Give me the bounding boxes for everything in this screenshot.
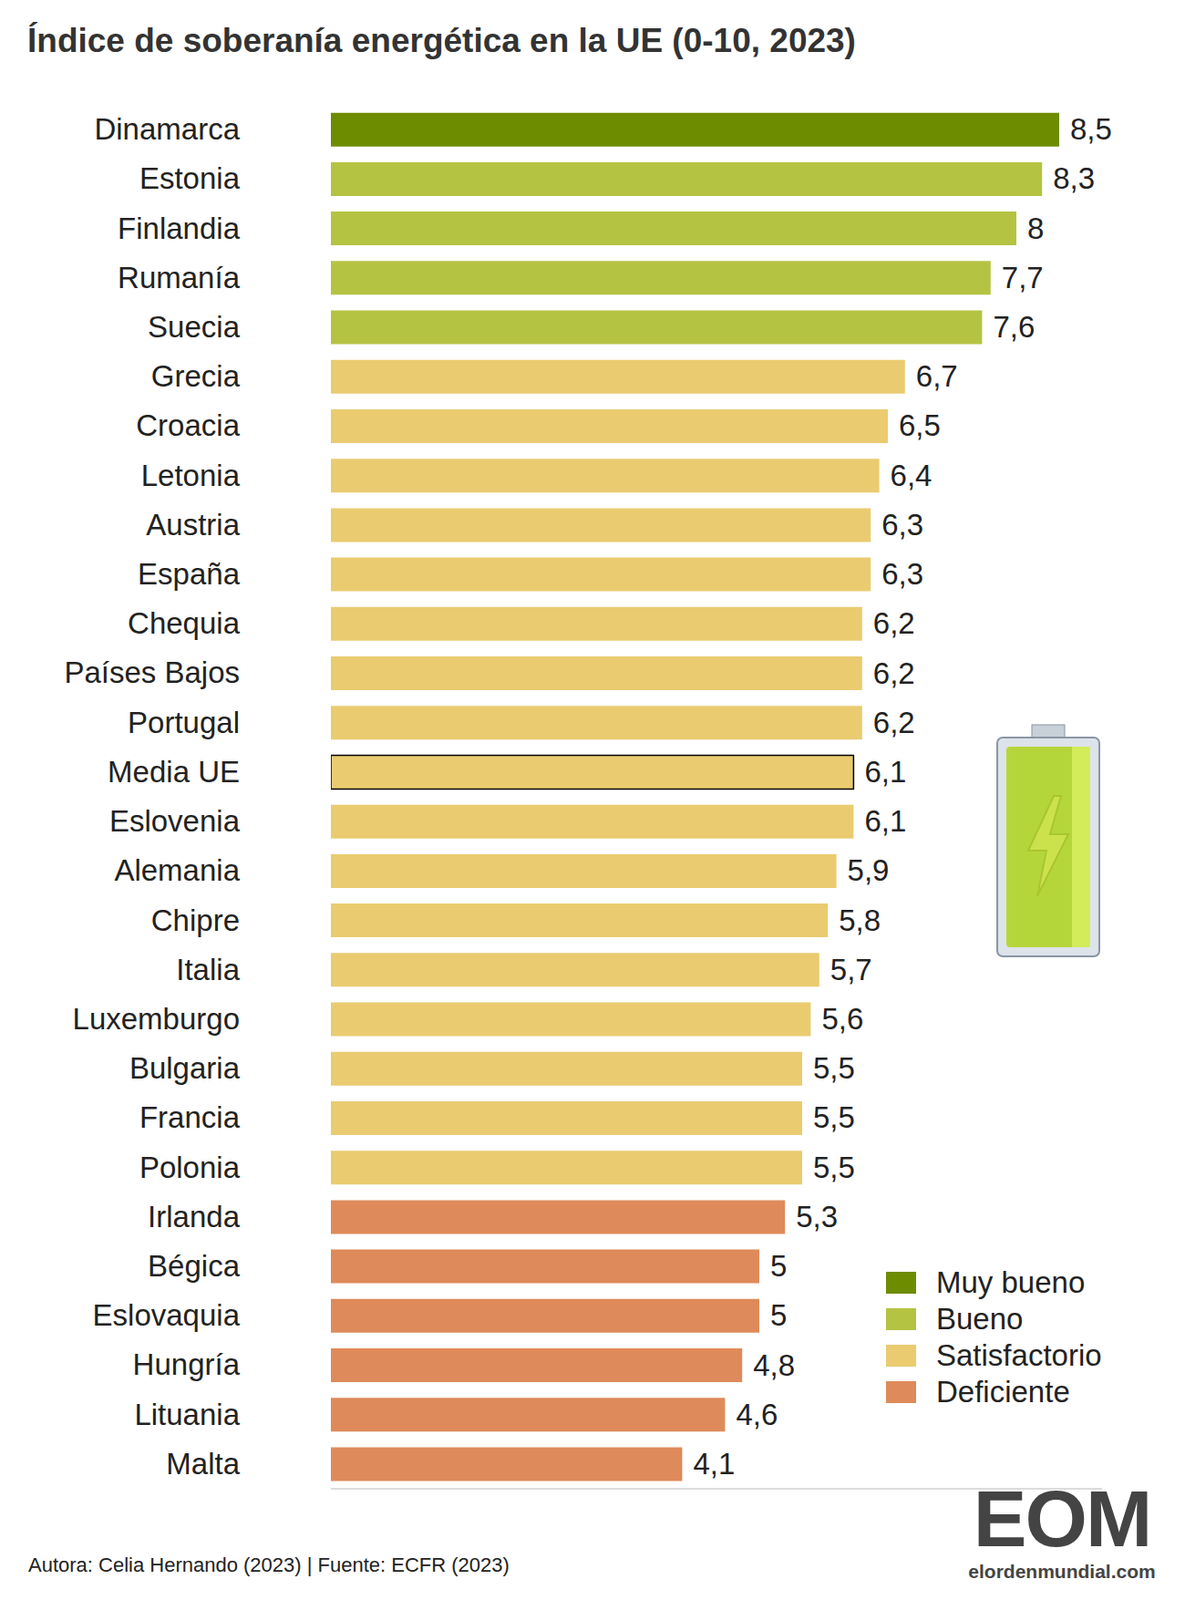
svg-text:5,5: 5,5 xyxy=(813,1100,856,1134)
svg-text:6,7: 6,7 xyxy=(916,359,959,393)
svg-text:5,9: 5,9 xyxy=(847,853,890,887)
svg-text:Irlanda: Irlanda xyxy=(147,1199,241,1234)
svg-text:Media UE: Media UE xyxy=(107,754,240,789)
html-text:Muy bueno: Muy bueno xyxy=(936,1265,1086,1299)
html-text:elordenmundial.com: elordenmundial.com xyxy=(968,1560,1156,1582)
svg-text:5,6: 5,6 xyxy=(821,1001,864,1036)
svg-text:6,1: 6,1 xyxy=(864,803,907,838)
svg-text:Chipre: Chipre xyxy=(151,903,240,938)
svg-text:4,1: 4,1 xyxy=(692,1446,735,1481)
svg-text:8,5: 8,5 xyxy=(1070,112,1113,146)
svg-text:Suecia: Suecia xyxy=(147,309,241,344)
svg-text:Lituania: Lituania xyxy=(133,1397,240,1432)
svg-text:Francia: Francia xyxy=(139,1100,241,1134)
svg-text:6,3: 6,3 xyxy=(881,507,924,542)
svg-text:Italia: Italia xyxy=(175,952,240,987)
svg-text:Portugal: Portugal xyxy=(127,705,240,740)
svg-text:Hungría: Hungría xyxy=(133,1347,241,1381)
svg-text:Luxemburgo: Luxemburgo xyxy=(72,1001,240,1036)
svg-text:Alemania: Alemania xyxy=(113,853,240,887)
svg-text:Austria: Austria xyxy=(145,507,240,542)
svg-text:Bulgaria: Bulgaria xyxy=(129,1051,241,1085)
html-text:Bueno: Bueno xyxy=(936,1301,1024,1336)
svg-text:6,3: 6,3 xyxy=(881,556,924,591)
svg-text:Finlandia: Finlandia xyxy=(117,211,241,246)
svg-text:Eslovenia: Eslovenia xyxy=(109,803,241,838)
svg-text:Dinamarca: Dinamarca xyxy=(93,112,240,146)
svg-text:Chequia: Chequia xyxy=(127,606,241,640)
svg-text:7,7: 7,7 xyxy=(1001,260,1044,295)
svg-text:8,3: 8,3 xyxy=(1052,161,1095,196)
svg-text:Malta: Malta xyxy=(165,1446,240,1481)
html-text:EOM: EOM xyxy=(973,1473,1151,1564)
svg-text:Polonia: Polonia xyxy=(139,1150,241,1185)
svg-text:6,1: 6,1 xyxy=(864,754,907,789)
svg-text:6,2: 6,2 xyxy=(873,705,916,740)
svg-text:4,8: 4,8 xyxy=(752,1348,795,1382)
svg-text:6,2: 6,2 xyxy=(873,606,916,640)
svg-text:6,4: 6,4 xyxy=(890,458,933,493)
svg-text:8: 8 xyxy=(1027,211,1044,246)
svg-text:5,5: 5,5 xyxy=(813,1051,856,1085)
svg-text:5,8: 5,8 xyxy=(838,903,881,938)
svg-text:Eslovaquia: Eslovaquia xyxy=(92,1298,241,1332)
svg-text:Letonia: Letonia xyxy=(141,458,241,493)
svg-text:6,2: 6,2 xyxy=(873,656,916,691)
svg-text:Grecia: Grecia xyxy=(151,359,241,393)
html-text:Deficiente: Deficiente xyxy=(936,1374,1070,1409)
svg-text:Croacia: Croacia xyxy=(135,408,240,443)
svg-text:5: 5 xyxy=(770,1248,787,1283)
svg-text:5: 5 xyxy=(770,1298,787,1332)
html-text:Satisfactorio: Satisfactorio xyxy=(936,1338,1102,1372)
svg-text:Rumanía: Rumanía xyxy=(117,260,241,295)
svg-text:5,7: 5,7 xyxy=(830,952,873,987)
svg-text:Estonia: Estonia xyxy=(139,161,241,196)
svg-text:5,5: 5,5 xyxy=(813,1150,856,1185)
svg-text:7,6: 7,6 xyxy=(992,309,1035,344)
html-text:Índice de soberanía energética: Índice de soberanía energética en la UE … xyxy=(27,21,856,60)
svg-text:6,5: 6,5 xyxy=(898,408,941,443)
svg-text:Bégica: Bégica xyxy=(147,1248,241,1283)
html-text:Autora: Celia Hernando (2023): Autora: Celia Hernando (2023) | Fuente: … xyxy=(28,1553,510,1577)
svg-text:4,6: 4,6 xyxy=(735,1397,778,1432)
svg-text:5,3: 5,3 xyxy=(795,1199,838,1234)
svg-text:España: España xyxy=(137,556,241,591)
svg-text:Países Bajos: Países Bajos xyxy=(63,655,240,690)
